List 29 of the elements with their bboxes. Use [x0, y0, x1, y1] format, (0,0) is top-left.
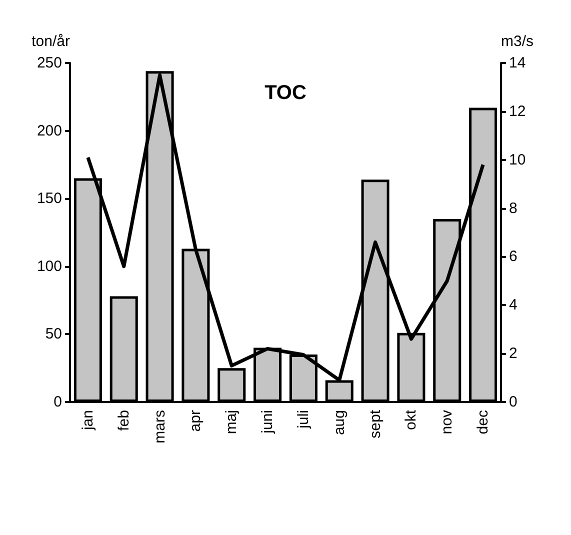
- y-tick-label: 50: [45, 326, 62, 343]
- y2-tick-label: 6: [509, 248, 518, 266]
- y2-tick-label: 0: [509, 394, 518, 410]
- y2-tick-label: 10: [509, 151, 526, 168]
- y2-tick-label: 8: [509, 200, 518, 217]
- x-tick-label: juni: [259, 410, 276, 434]
- y-tick-label: 100: [36, 258, 62, 275]
- y2-tick-label: 14: [509, 54, 526, 72]
- y-tick-label: 250: [36, 54, 62, 72]
- x-tick-label: sept: [366, 409, 384, 438]
- x-tick-label: aug: [330, 410, 348, 436]
- y2-axis-title: m3/s: [501, 33, 534, 50]
- y-tick-label: 150: [36, 190, 62, 208]
- x-tick-label: okt: [402, 409, 420, 430]
- y-axis-title: ton/år: [32, 33, 70, 50]
- text: TOC: [264, 82, 306, 104]
- x-tick-label: feb: [115, 410, 132, 431]
- x-tick-label: mars: [151, 410, 168, 444]
- x-tick-label: dec: [474, 410, 492, 434]
- x-tick-label: nov: [438, 410, 456, 434]
- x-tick-label: jan: [79, 410, 96, 432]
- x-tick-label: maj: [223, 410, 240, 434]
- x-tick-label: apr: [187, 410, 204, 432]
- y-tick-label: 200: [36, 122, 62, 140]
- y2-tick-label: 12: [509, 102, 526, 120]
- y-tick-label: 0: [54, 394, 62, 410]
- x-tick-label: juli: [294, 410, 312, 430]
- y2-tick-label: 2: [509, 345, 518, 362]
- y2-tick-label: 4: [509, 296, 518, 314]
